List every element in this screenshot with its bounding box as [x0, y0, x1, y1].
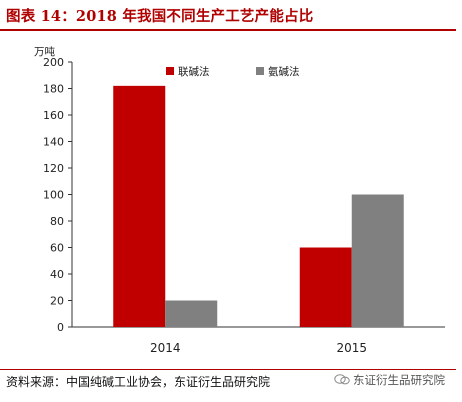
x-axis-category-labels: 2014 2015	[150, 341, 367, 355]
title-divider	[0, 29, 456, 31]
y-tick-label: 80	[50, 215, 64, 228]
y-axis-ticks: 0 20 40 60 80 100 120 140 160 180 200	[43, 56, 72, 334]
y-tick-label: 180	[43, 83, 64, 96]
bar-2014-series-1	[113, 85, 166, 327]
source-note: 资料来源：中国纯碱工业协会，东证衍生品研究院	[6, 375, 271, 389]
bar-2014-series-2	[165, 300, 218, 327]
chart-legend: 联碱法 氨碱法	[166, 65, 300, 78]
legend-label: 联碱法	[178, 65, 210, 78]
y-tick-label: 140	[43, 136, 64, 149]
wechat-icon	[334, 374, 350, 385]
bar-2015-series-2	[351, 194, 404, 327]
footer-divider	[0, 369, 456, 370]
y-axis-unit-label: 万吨	[34, 45, 55, 58]
y-tick-label: 200	[43, 56, 64, 69]
x-category-label: 2015	[336, 341, 367, 355]
legend-swatch	[256, 67, 264, 75]
y-tick-label: 120	[43, 162, 64, 175]
watermark: 东证衍生品研究院	[334, 372, 445, 388]
legend-swatch	[166, 67, 174, 75]
y-tick-label: 160	[43, 109, 64, 122]
watermark-text: 东证衍生品研究院	[353, 373, 445, 387]
y-tick-label: 100	[43, 189, 64, 202]
y-tick-label: 20	[50, 295, 64, 308]
bar-series	[113, 85, 404, 327]
x-category-label: 2014	[150, 341, 181, 355]
chart-title: 图表 14：2018 年我国不同生产工艺产能占比	[6, 8, 314, 25]
y-tick-label: 60	[50, 242, 64, 255]
bar-2015-series-1	[299, 247, 352, 327]
y-tick-label: 0	[57, 321, 64, 334]
legend-label: 氨碱法	[268, 65, 300, 78]
y-tick-label: 40	[50, 268, 64, 281]
